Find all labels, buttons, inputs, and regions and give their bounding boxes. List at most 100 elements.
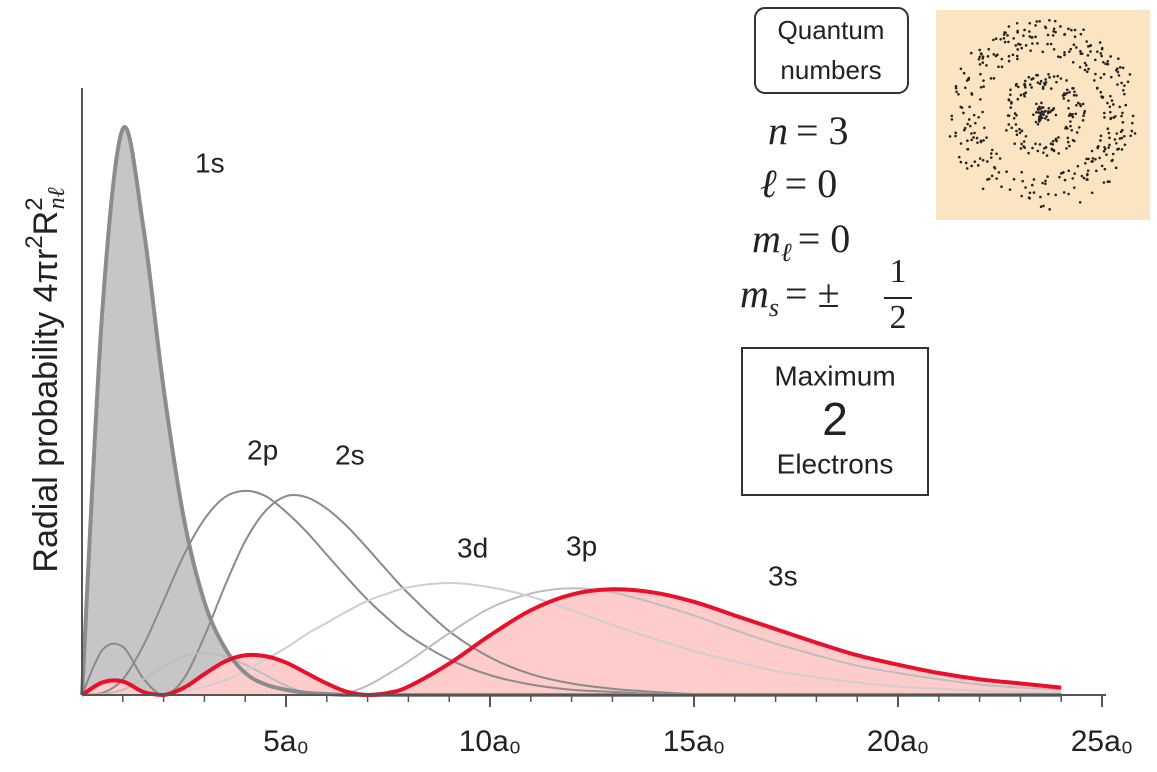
orbital-dot	[1047, 106, 1051, 110]
orbital-dot	[1067, 114, 1071, 117]
quantum-part: = ±	[785, 271, 840, 316]
orbital-dot	[1072, 186, 1076, 189]
orbital-dot	[1059, 172, 1063, 175]
orbital-dot	[1062, 191, 1066, 194]
orbital-dot	[1022, 34, 1025, 37]
orbital-dot	[1085, 173, 1089, 177]
orbital-dot	[1038, 115, 1042, 119]
orbital-dot	[1103, 111, 1106, 115]
orbital-dot	[954, 134, 957, 138]
orbital-dot	[1000, 57, 1004, 61]
series-label: 1s	[195, 147, 225, 178]
orbital-dot	[1040, 110, 1044, 113]
orbital-dot	[1023, 28, 1026, 32]
orbital-dot	[1054, 193, 1058, 197]
orbital-dot	[1047, 192, 1050, 196]
orbital-dot	[1111, 152, 1115, 156]
quantum-part: n	[768, 108, 788, 153]
orbital-dot	[976, 141, 979, 144]
orbital-dot	[1005, 129, 1008, 132]
orbital-dot	[995, 177, 998, 180]
orbital-dot	[1038, 143, 1042, 146]
orbital-dot	[950, 114, 954, 118]
orbital-dot	[1030, 86, 1033, 89]
y-axis-label: Radial probability 4πr2R2nℓ	[21, 187, 69, 572]
orbital-dot	[981, 158, 985, 162]
orbital-dot	[1030, 183, 1034, 187]
area	[82, 589, 1062, 695]
orbital-dot	[1115, 132, 1119, 135]
quantum-number: ℓ = 0	[760, 161, 837, 206]
orbital-dot	[1108, 136, 1111, 140]
orbital-dot	[995, 152, 998, 156]
orbital-dot	[1069, 124, 1072, 128]
orbital-dot	[1109, 94, 1112, 98]
quantum-number: n = 3	[768, 108, 849, 153]
orbital-dot	[1036, 73, 1040, 77]
orbital-dot	[1044, 117, 1047, 120]
orbital-dot	[1054, 113, 1058, 117]
orbital-dot	[978, 63, 982, 66]
quantum-title: numbers	[780, 55, 881, 85]
orbital-dot	[1065, 79, 1068, 82]
orbital-dot	[979, 98, 982, 101]
orbital-dot	[1028, 191, 1032, 195]
orbital-dot	[1077, 126, 1081, 129]
orbital-dot	[1080, 52, 1084, 56]
orbital-dot	[1009, 93, 1012, 97]
orbital-dot	[1108, 143, 1111, 147]
orbital-dot	[962, 128, 966, 132]
orbital-dot	[981, 55, 985, 58]
orbital-dot	[1085, 178, 1089, 181]
orbital-dot	[1036, 81, 1040, 84]
orbital-dot	[1073, 172, 1076, 175]
orbital-dot	[1110, 99, 1114, 102]
orbital-dot	[1046, 118, 1050, 122]
orbital-dot	[1108, 105, 1112, 109]
orbital-dot	[1109, 110, 1112, 114]
orbital-dot	[1031, 42, 1034, 45]
orbital-dot	[1100, 95, 1103, 98]
orbital-dot	[1099, 134, 1103, 138]
orbital-dot	[1086, 169, 1090, 172]
orbital-dot	[1035, 111, 1038, 114]
orbital-dot	[1070, 28, 1073, 32]
orbital-dot	[976, 164, 980, 167]
orbital-dot	[970, 164, 973, 168]
orbital-dot	[1114, 115, 1117, 118]
orbital-dot	[1107, 131, 1111, 135]
orbital-dot	[1048, 76, 1051, 79]
orbital-dot	[1085, 157, 1088, 161]
orbital-dot	[1051, 139, 1055, 143]
orbital-dot	[1012, 116, 1016, 120]
orbital-dot	[963, 126, 967, 130]
orbital-dot	[1076, 101, 1080, 105]
quantum-part: m	[752, 216, 781, 261]
orbital-dot	[1098, 156, 1101, 160]
orbital-dot	[1109, 75, 1113, 79]
orbital-dot	[986, 55, 990, 58]
orbital-dot	[1078, 200, 1082, 204]
orbital-dot	[1014, 123, 1018, 126]
orbital-dot	[1011, 53, 1015, 57]
orbital-dot	[1048, 208, 1051, 211]
orbital-dot	[974, 121, 977, 125]
orbital-dot	[1096, 86, 1099, 90]
orbital-dot	[1096, 50, 1099, 53]
orbital-dot	[1102, 72, 1106, 76]
y-label-part: 2	[21, 235, 48, 248]
orbital-dot	[1102, 149, 1106, 153]
orbital-dot	[973, 131, 976, 135]
orbital-dot	[959, 67, 963, 71]
orbital-dot	[1073, 90, 1076, 94]
orbital-dot	[1123, 84, 1126, 87]
orbital-dot	[1065, 91, 1069, 95]
orbital-dot	[1091, 157, 1095, 160]
orbital-dot	[1038, 105, 1041, 109]
orbital-dot	[1029, 49, 1032, 52]
orbital-dot	[1051, 34, 1055, 37]
fraction-numerator: 1	[890, 253, 907, 290]
orbital-dot	[1015, 54, 1019, 58]
orbital-dot	[1103, 116, 1106, 119]
